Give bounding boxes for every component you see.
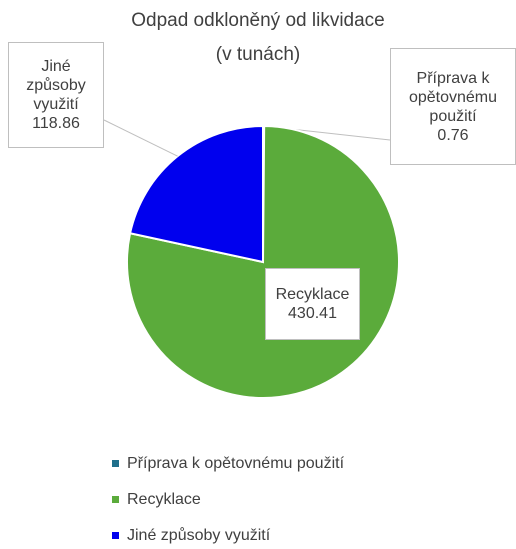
data-label-category: Příprava k opětovnému použití: [408, 69, 498, 125]
chart-title: Odpad odkloněný od likvidace: [131, 10, 385, 31]
data-label-value: 430.41: [288, 305, 337, 322]
leader-line: [103, 119, 178, 157]
data-label: Příprava k opětovnému použití 0.76: [390, 48, 516, 165]
data-label-value: 0.76: [437, 126, 469, 144]
legend-swatch: [112, 496, 119, 504]
data-label-category: Jiné způsoby využití: [26, 58, 86, 113]
data-label-value: 118.86: [32, 115, 80, 132]
legend-label: Recyklace: [127, 491, 201, 508]
data-label-category: Recyklace: [275, 286, 350, 303]
legend-swatch: [112, 460, 119, 468]
legend-item: Recyklace: [112, 491, 201, 509]
data-label: Jiné způsoby využití 118.86: [8, 42, 104, 148]
legend-swatch: [112, 532, 119, 540]
pie-slice: [128, 124, 264, 264]
chart-subtitle: (v tunách): [215, 44, 301, 65]
legend-item: Jiné způsoby využití: [112, 527, 270, 545]
legend-label: Příprava k opětovnému použití: [127, 455, 345, 472]
legend-label: Jiné způsoby využití: [127, 527, 271, 544]
data-label: Recyklace 430.41: [265, 268, 360, 340]
legend-item: Příprava k opětovnému použití: [112, 455, 344, 473]
